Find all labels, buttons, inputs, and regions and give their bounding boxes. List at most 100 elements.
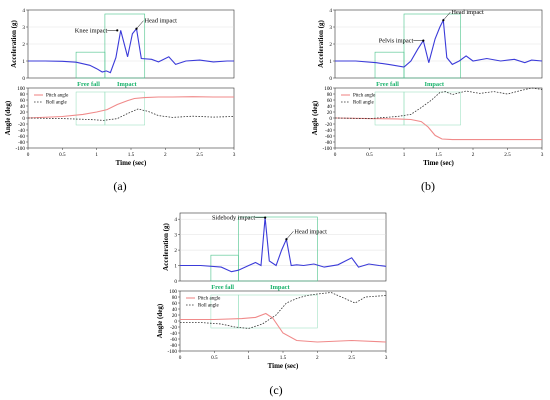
acceleration-line (335, 18, 543, 68)
angle-ytick-label: 40 (327, 104, 333, 110)
acceleration-line (180, 217, 387, 273)
angle-ytick-label: -40 (325, 128, 332, 134)
annotation-label: Head impact (144, 18, 177, 25)
angle-xtick-label: 0.5 (366, 152, 373, 158)
annotation-label: Knee impact (75, 27, 108, 34)
phase-label: Free fall (77, 81, 100, 88)
annotation-label: Sidebody impact (212, 215, 255, 222)
angle-xlabel: Time (sec) (268, 362, 299, 370)
acc-ytick-label: 0 (22, 76, 25, 82)
phase-box-angle (403, 91, 461, 126)
phase-box-angle (104, 91, 145, 126)
angle-ytick-label: 100 (324, 86, 332, 92)
angle-xtick-label: 3 (385, 355, 388, 361)
angle-xtick-label: 2 (472, 152, 475, 158)
angle-ytick-label: -60 (170, 337, 177, 343)
panel-b: 0 1 2 3 4 Acceleration (g) Free fall Impact Pelv… (311, 8, 544, 167)
angle-ylabel: Angle (deg) (311, 100, 319, 135)
angle-xtick-label: 0 (27, 152, 30, 158)
annotation-label: Head impact (294, 228, 327, 235)
phase-label: Impact (270, 284, 290, 291)
angle-ytick-label: 20 (327, 110, 333, 116)
angle-ytick-label: 60 (20, 98, 26, 104)
acc-ytick-label: 3 (174, 232, 177, 238)
annotation-label: Head impact (451, 9, 484, 16)
annotation-point (442, 19, 445, 22)
legend-label: Roll angle (198, 304, 219, 309)
annotation-label: Pelvis impact (379, 38, 414, 45)
acc-ylabel: Acceleration (g) (317, 20, 325, 68)
angle-ytick-label: 80 (172, 295, 178, 301)
angle-xtick-label: 1.5 (128, 152, 135, 158)
angle-ylabel: Angle (deg) (156, 303, 164, 338)
angle-ytick-label: -100 (322, 146, 332, 152)
angle-ytick-label: -100 (167, 349, 177, 355)
acc-ylabel: Acceleration (g) (162, 223, 170, 271)
annotation-arrow (286, 231, 294, 240)
angle-xtick-label: 0 (334, 152, 337, 158)
angle-xtick-label: 2.5 (348, 355, 355, 361)
annotation-arrow (136, 20, 144, 29)
angle-ytick-label: -80 (325, 140, 332, 146)
phase-label: Impact (425, 81, 445, 88)
angle-ytick-label: 0 (22, 116, 25, 122)
angle-xtick-label: 2 (316, 355, 319, 361)
acc-ytick-label: 0 (329, 76, 332, 82)
angle-ytick-label: 40 (20, 104, 26, 110)
phase-label: Free fall (376, 81, 399, 88)
legend-label: Roll angle (353, 101, 374, 106)
annotation-arrow (443, 12, 451, 21)
angle-xtick-label: 0 (179, 355, 182, 361)
angle-ytick-label: 40 (172, 307, 178, 313)
phase-label: Impact (117, 81, 137, 88)
legend-label: Pitch angle (198, 297, 221, 302)
acc-ytick-label: 4 (329, 8, 332, 14)
angle-ytick-label: 80 (327, 92, 333, 98)
angle-ytick-label: 80 (20, 92, 26, 98)
acc-ytick-label: 1 (174, 263, 177, 269)
acc-ytick-label: 4 (22, 8, 25, 14)
angle-ytick-label: -60 (18, 134, 25, 140)
angle-ytick-label: -80 (170, 343, 177, 349)
annotation-point (285, 238, 288, 241)
angle-xlabel: Time (sec) (423, 159, 454, 167)
roll-angle-line (27, 108, 235, 121)
phase-box (238, 216, 318, 282)
acc-ytick-label: 3 (22, 25, 25, 31)
legend-label: Pitch angle (46, 94, 69, 99)
angle-ytick-label: 0 (329, 116, 332, 122)
angle-xlabel: Time (sec) (116, 159, 147, 167)
angle-xtick-label: 2.5 (504, 152, 511, 158)
angle-ytick-label: -40 (18, 128, 25, 134)
panel-c: 0 1 2 3 4 Acceleration (g) Free fall Impact Side… (156, 212, 388, 370)
pitch-angle-line (27, 96, 234, 119)
chart-layer: 0 1 2 3 4 Acceleration (g) Free fall Impact Knee… (4, 8, 544, 370)
angle-ytick-label: 0 (174, 319, 177, 325)
legend-label: Pitch angle (353, 94, 376, 99)
angle-xtick-label: 2.5 (196, 152, 203, 158)
phase-box (104, 13, 146, 79)
phase-label: Free fall (211, 284, 234, 291)
angle-xtick-label: 3 (233, 152, 236, 158)
angle-xtick-label: 1 (247, 355, 250, 361)
caption-c: (c) (269, 383, 282, 397)
panel-a: 0 1 2 3 4 Acceleration (g) Free fall Impact Knee… (4, 8, 236, 167)
angle-ytick-label: 20 (172, 313, 178, 319)
angle-ytick-label: 100 (17, 86, 25, 92)
angle-xtick-label: 2 (164, 152, 167, 158)
legend-label: Roll angle (46, 101, 67, 106)
pitch-angle-line (180, 312, 387, 343)
annotation-point (422, 39, 425, 42)
acc-ylabel: Acceleration (g) (10, 20, 18, 68)
acceleration-line (28, 27, 234, 74)
angle-xtick-label: 1 (403, 152, 406, 158)
caption-a: (a) (113, 179, 126, 193)
angle-ytick-label: -20 (18, 122, 25, 128)
angle-ytick-label: 20 (20, 110, 26, 116)
phase-box (403, 13, 461, 79)
acc-ytick-label: 2 (329, 42, 332, 48)
roll-angle-line (334, 87, 543, 120)
angle-xtick-label: 0.5 (211, 355, 218, 361)
angle-xtick-label: 3 (541, 152, 544, 158)
